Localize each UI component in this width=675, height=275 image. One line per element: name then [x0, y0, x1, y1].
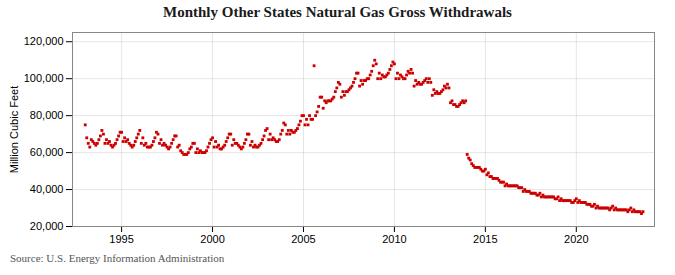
- svg-text:2015: 2015: [473, 233, 497, 245]
- svg-text:2005: 2005: [291, 233, 315, 245]
- svg-text:120,000: 120,000: [24, 35, 64, 47]
- svg-text:60,000: 60,000: [30, 146, 64, 158]
- svg-text:2010: 2010: [382, 233, 406, 245]
- html-text:Monthly Other States Natural G: Monthly Other States Natural Gas Gross W…: [163, 4, 512, 20]
- svg-text:2000: 2000: [200, 233, 224, 245]
- svg-text:40,000: 40,000: [30, 183, 64, 195]
- html-text:Source: U.S. Energy Informatio: Source: U.S. Energy Information Administ…: [10, 252, 225, 264]
- svg-text:2020: 2020: [564, 233, 588, 245]
- svg-text:Million Cubic Feet: Million Cubic Feet: [8, 86, 20, 173]
- svg-text:80,000: 80,000: [30, 109, 64, 121]
- svg-text:100,000: 100,000: [24, 72, 64, 84]
- svg-text:1995: 1995: [109, 233, 133, 245]
- svg-text:20,000: 20,000: [30, 220, 64, 232]
